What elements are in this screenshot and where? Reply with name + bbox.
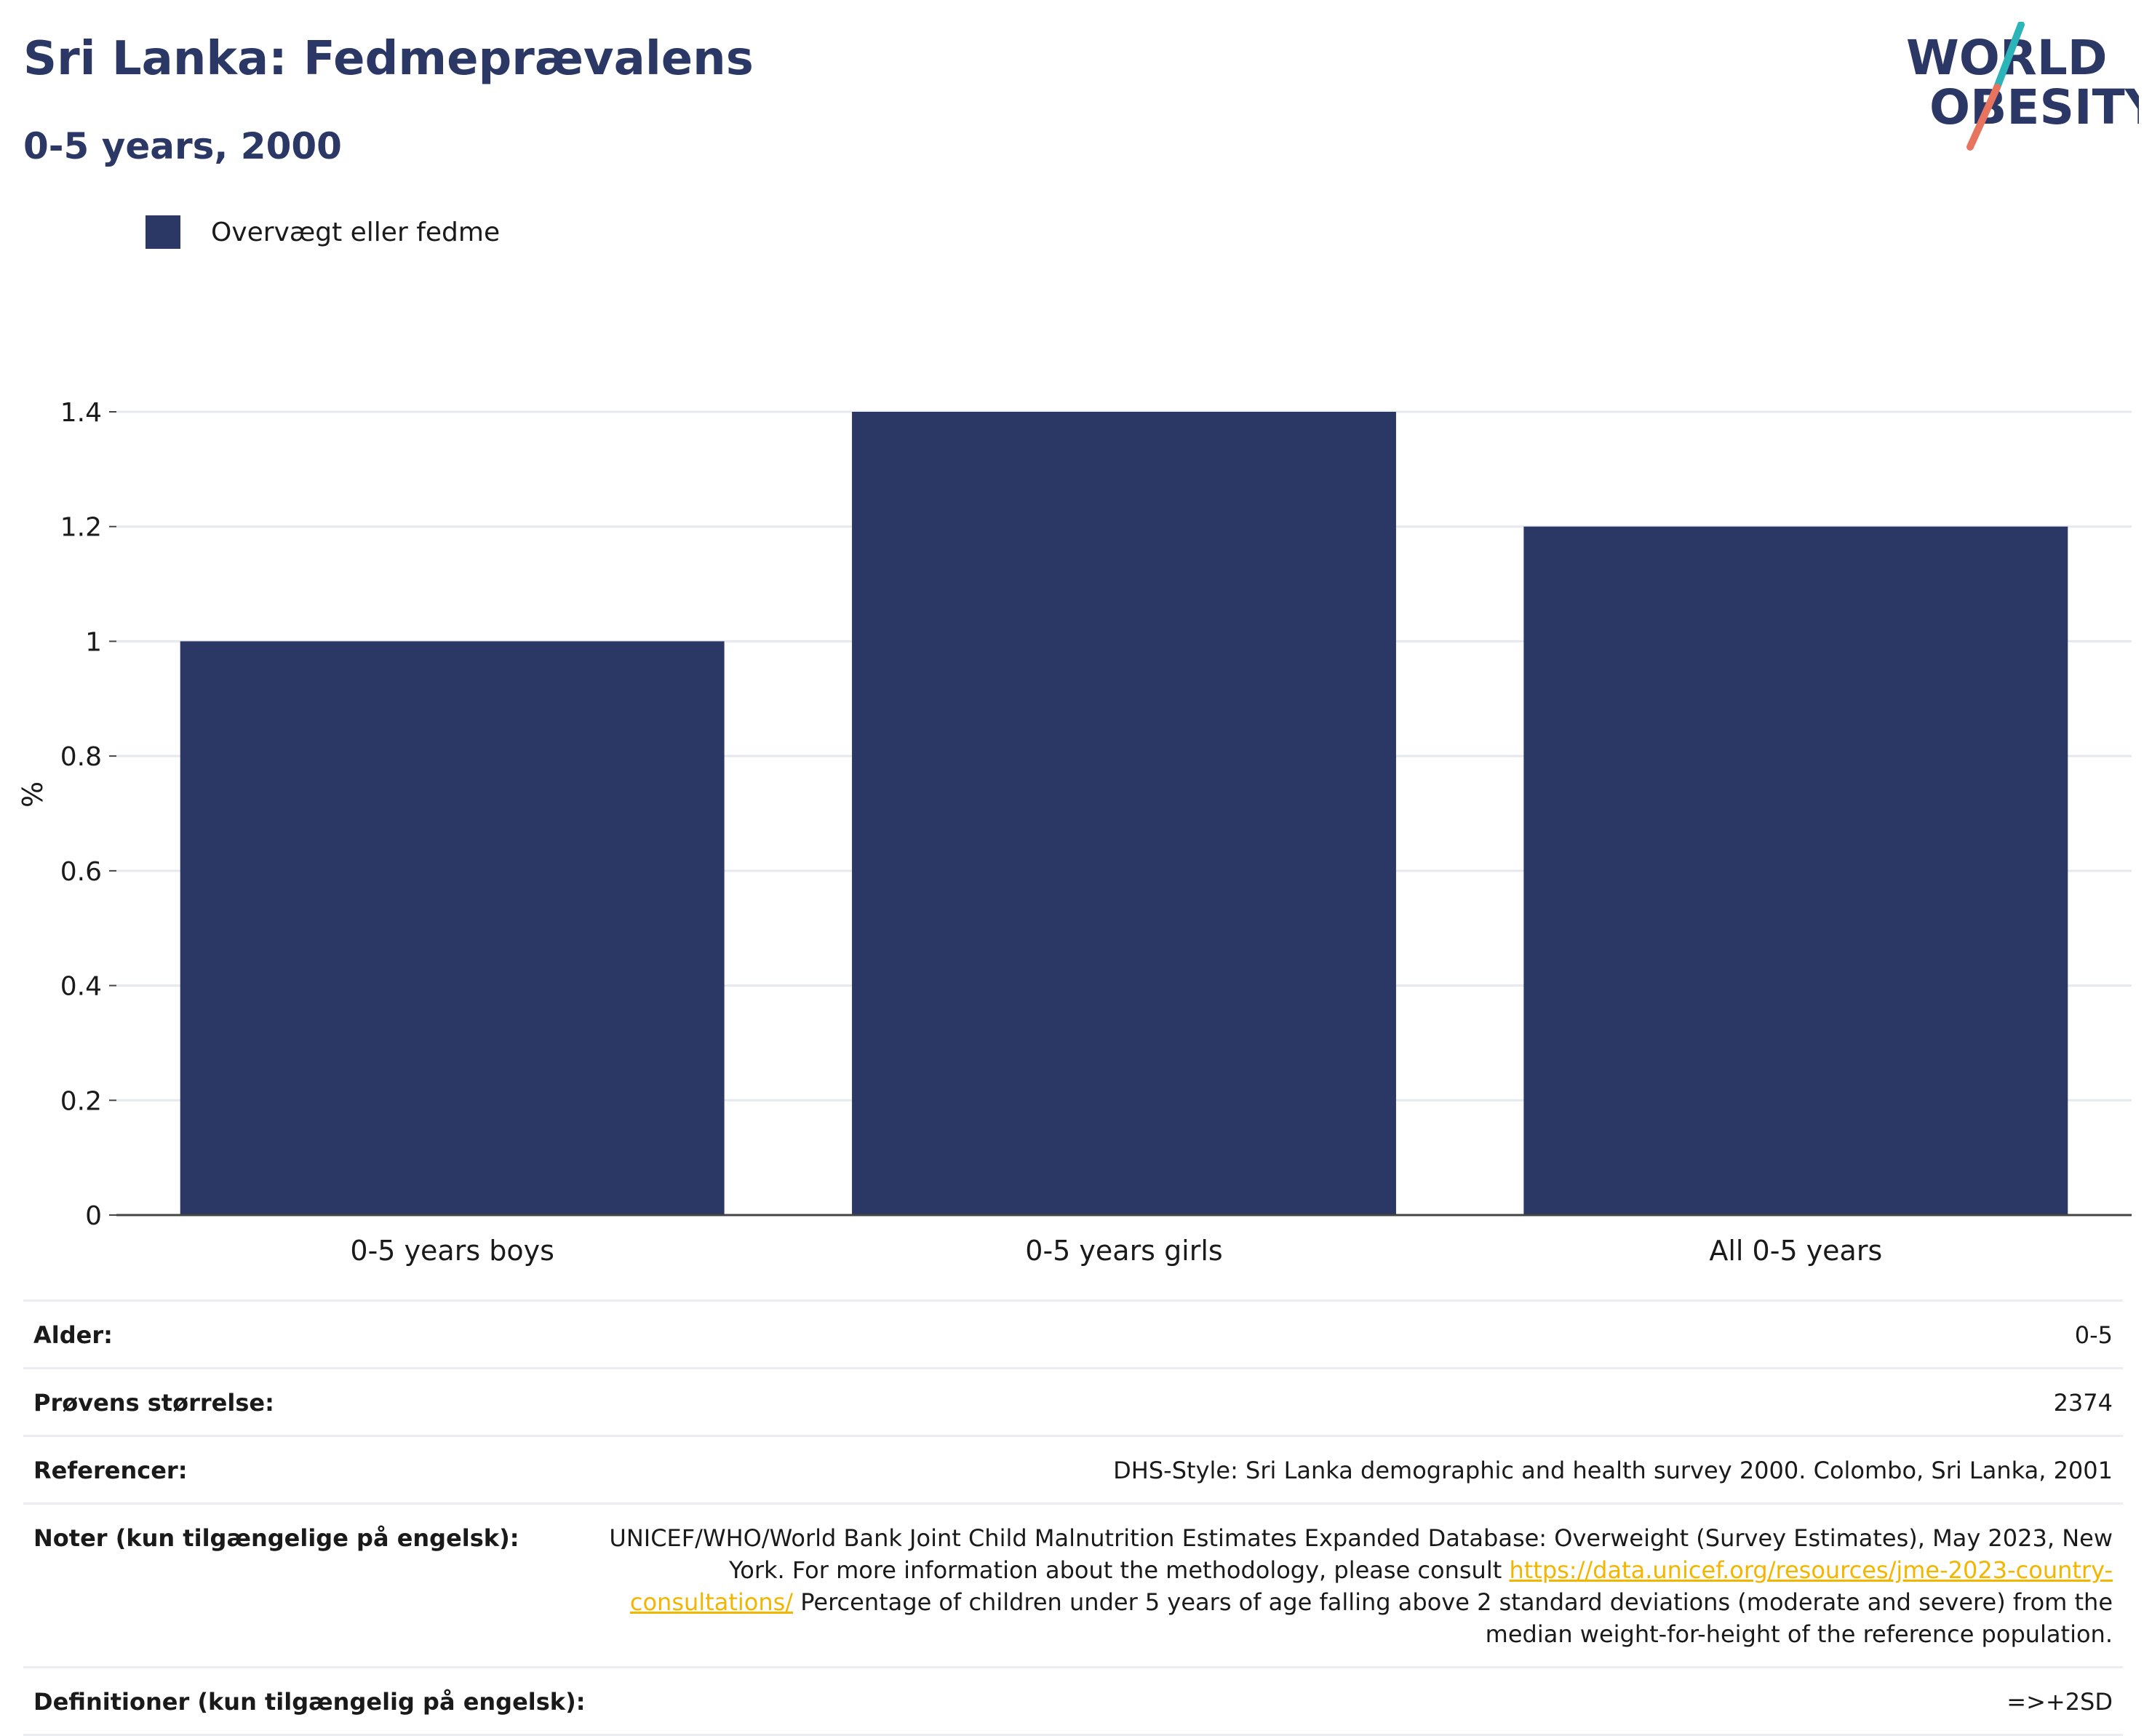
y-tick-label: 1.2 — [60, 513, 102, 543]
legend-label: Overvægt eller fedme — [211, 217, 501, 247]
legend-swatch — [146, 215, 180, 249]
x-tick-label: 0-5 years girls — [1025, 1235, 1222, 1267]
info-row-sample-size: Prøvens størrelse: 2374 — [23, 1367, 2123, 1435]
references-label: Referencer: — [33, 1457, 188, 1484]
sample-size-label: Prøvens størrelse: — [33, 1389, 274, 1417]
axes: 0 0.2 0.4 0.6 0.8 1 1.2 1.4 0-5 years boys 0-5 ye… — [60, 398, 2132, 1267]
notes-text-1: UNICEF/WHO/World Bank Joint Child Malnut… — [609, 1524, 2113, 1584]
references-value: DHS-Style: Sri Lanka demographic and hea… — [1113, 1457, 2113, 1484]
y-axis-label: % — [17, 781, 49, 808]
notes-link[interactable]: https://data.unicef.org/resources/jme-20… — [629, 1556, 2113, 1616]
legend[interactable]: Overvægt eller fedme — [146, 215, 500, 249]
bar[interactable] — [180, 641, 725, 1215]
y-tick-label: 0.6 — [60, 857, 102, 887]
notes-text-2: Percentage of children under 5 years of … — [793, 1588, 2113, 1648]
info-table: Alder: 0-5 Prøvens størrelse: 2374 Refer… — [23, 1299, 2123, 1736]
sample-size-value: 2374 — [2053, 1389, 2113, 1417]
logo-slash-coral — [1966, 84, 2001, 151]
info-row-references: Referencer: DHS-Style: Sri Lanka demogra… — [23, 1435, 2123, 1502]
y-tick-label: 1 — [85, 627, 102, 657]
info-row-notes: Noter (kun tilgængelige på engelsk): UNI… — [23, 1502, 2123, 1666]
y-tick-label: 1.4 — [60, 398, 102, 428]
notes-label: Noter (kun tilgængelige på engelsk): — [33, 1524, 519, 1552]
x-tick-label: 0-5 years boys — [350, 1235, 554, 1267]
page-subtitle: 0-5 years, 2000 — [23, 125, 342, 167]
definitions-value: =>+2SD — [2006, 1688, 2113, 1716]
age-value: 0-5 — [2074, 1321, 2113, 1349]
page-title: Sri Lanka: Fedmeprævalens — [23, 32, 754, 86]
bar-chart: 0 0.2 0.4 0.6 0.8 1 1.2 1.4 0-5 years boys 0-5 ye… — [17, 398, 2132, 1267]
info-row-age: Alder: 0-5 — [23, 1299, 2123, 1367]
age-label: Alder: — [33, 1321, 113, 1349]
y-tick-label: 0.4 — [60, 972, 102, 1002]
world-obesity-logo: WORLD OBESITY — [1906, 22, 2139, 151]
x-tick-label: All 0-5 years — [1709, 1235, 1882, 1267]
y-tick-label: 0 — [85, 1201, 102, 1231]
logo-text-obesity: OBESITY — [1929, 79, 2139, 135]
y-tick-label: 0.2 — [60, 1086, 102, 1116]
info-row-definitions: Definitioner (kun tilgængelig på engelsk… — [23, 1666, 2123, 1736]
bar[interactable] — [1523, 526, 2068, 1215]
definitions-label: Definitioner (kun tilgængelig på engelsk… — [33, 1688, 586, 1716]
notes-value: UNICEF/WHO/World Bank Joint Child Malnut… — [599, 1522, 2113, 1650]
logo-slash-teal — [1993, 22, 2025, 91]
bar[interactable] — [852, 412, 1396, 1215]
bars — [180, 412, 2068, 1215]
y-tick-label: 0.8 — [60, 742, 102, 772]
